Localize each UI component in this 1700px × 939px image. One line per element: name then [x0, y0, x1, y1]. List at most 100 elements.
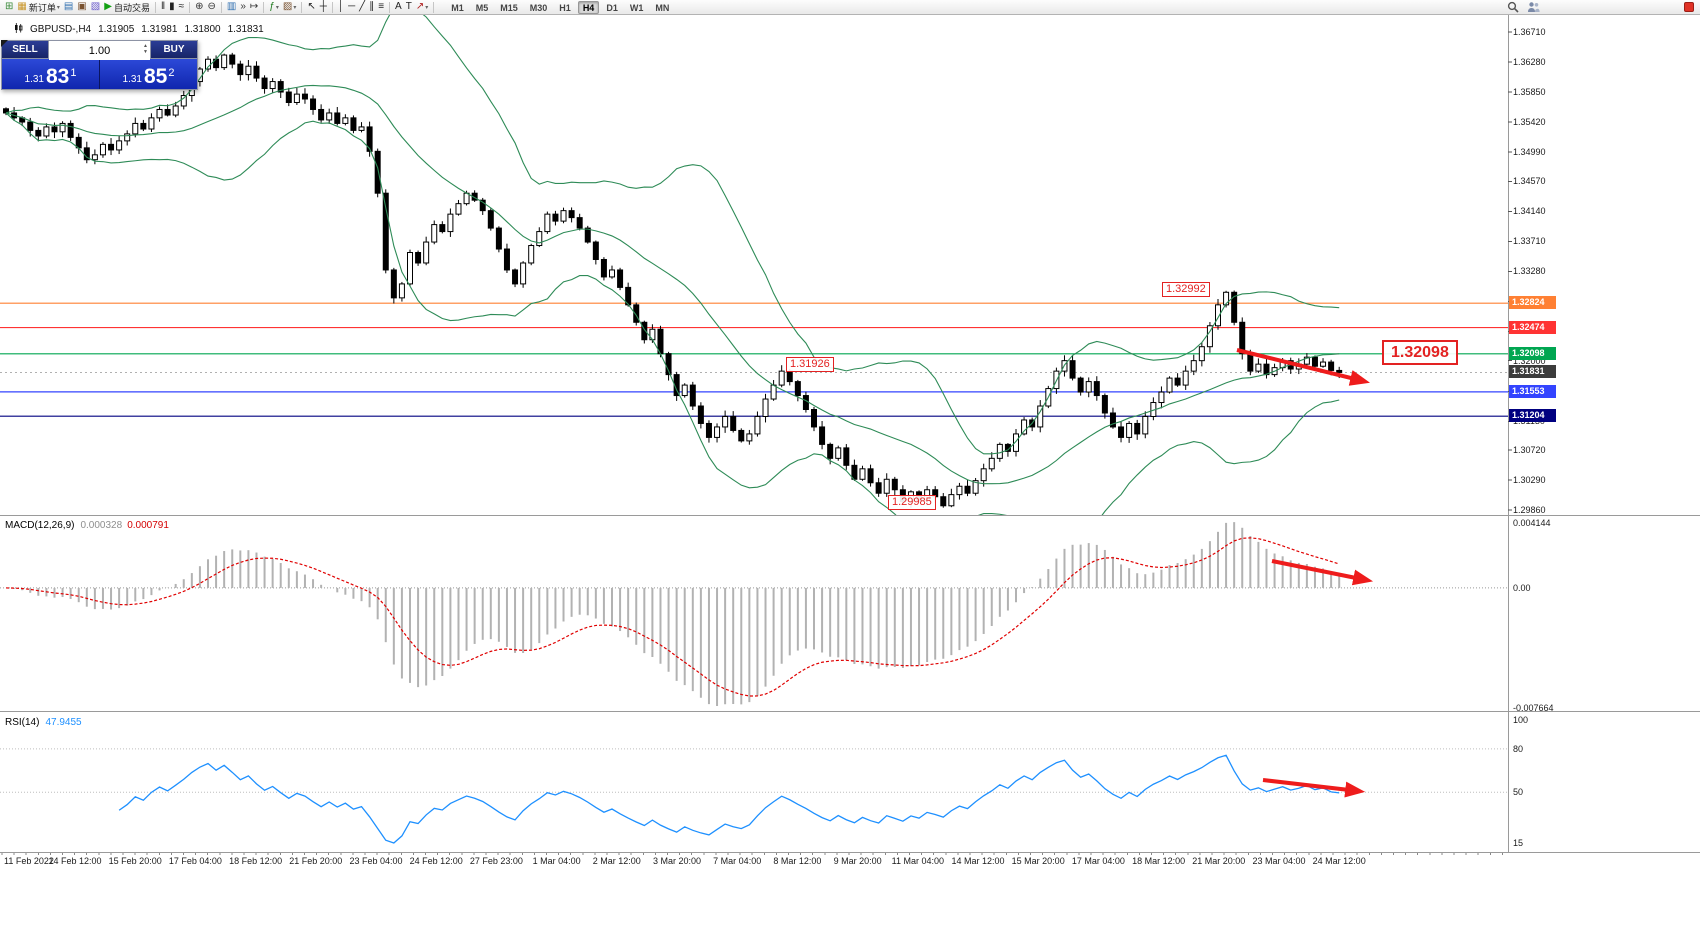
fibonacci-icon-glyph: ≡ [378, 1, 385, 12]
autotrading-glyph: ▶ [104, 1, 112, 12]
macd-histogram [0, 522, 1508, 706]
equidistant-channel-icon[interactable]: ∥ [367, 1, 376, 14]
vertical-line-icon-glyph: │ [337, 1, 345, 12]
text-icon[interactable]: A [393, 1, 404, 14]
bid-big-digits: 83 [45, 65, 70, 88]
new-order-button[interactable]: ▦ 新订单 ▾ [15, 1, 61, 14]
search-icon[interactable] [1507, 1, 1519, 13]
one-click-collapse-icon[interactable] [1, 40, 8, 47]
timeframe-d1-button[interactable]: D1 [606, 2, 618, 13]
macd-main-value: 0.000328 [80, 520, 123, 531]
notifications-icon[interactable] [1684, 2, 1694, 12]
crosshair-icon[interactable]: ┼ [318, 1, 329, 14]
ask-prefix: 1.31 [122, 74, 142, 85]
timeframe-w1-button[interactable]: W1 [629, 2, 644, 13]
sell-button[interactable]: SELL [2, 41, 48, 58]
data-window-icon[interactable]: ▣ [75, 1, 88, 14]
chart-info-line: GBPUSD-,H4 1.31905 1.31981 1.31800 1.318… [14, 23, 264, 36]
chart-profiles-icon[interactable]: ▤ [62, 1, 75, 14]
toolbar-right-group [1507, 1, 1697, 13]
volume-input[interactable] [49, 42, 150, 60]
trendline-icon-glyph: ╱ [359, 1, 366, 12]
toolbar-separator [301, 1, 303, 13]
zoom-out-icon[interactable]: ⊖ [206, 1, 218, 14]
chevron-down-icon: ▾ [56, 4, 60, 11]
tile-windows-icon[interactable]: ▥ [225, 1, 238, 14]
chevron-down-icon: ▾ [293, 4, 297, 11]
candlestick-chart-icon-glyph: ▮ [169, 1, 175, 12]
new-order-button-label: 新订单 [28, 2, 56, 13]
tile-windows-icon-glyph: ▥ [226, 1, 237, 12]
buy-button[interactable]: BUY [151, 41, 197, 58]
rsi-line [0, 748, 1508, 844]
line-chart-icon-glyph: ≈ [178, 1, 185, 12]
timeframe-h1-button[interactable]: H1 [559, 2, 571, 13]
zoom-in-icon[interactable]: ⊕ [193, 1, 205, 14]
timeframe-mn-button[interactable]: MN [655, 2, 670, 13]
trend-arrows [1236, 348, 1374, 798]
horizontal-lines [0, 302, 1508, 417]
cursor-icon[interactable]: ↖ [305, 1, 317, 14]
navigator-icon-glyph: ▧ [90, 1, 101, 12]
chevron-down-icon: ▾ [425, 4, 429, 11]
price-annotation-low[interactable]: 1.29985 [888, 495, 936, 510]
ask-price-button[interactable]: 1.31 85 2 [100, 59, 197, 89]
bid-pip-fraction: 1 [70, 67, 77, 79]
macd-panel-label: MACD(12,26,9) 0.000328 0.000791 [5, 520, 169, 531]
bar-chart-icon-glyph: ‖ [160, 1, 166, 12]
one-click-trading-panel: SELL ▲ ▼ BUY 1.31 83 1 1.31 85 2 [1, 40, 198, 90]
text-icon-glyph: A [395, 1, 402, 12]
navigator-icon[interactable]: ▧ [89, 1, 102, 14]
arrows-tool-icon[interactable]: ↗ ▾ [414, 1, 430, 14]
new-chart-icon-glyph: ⊞ [5, 1, 14, 12]
ohlc-open: 1.31905 [98, 24, 135, 35]
volume-down-icon[interactable]: ▼ [143, 49, 148, 55]
chart-shift-icon[interactable]: ↦ [248, 1, 260, 14]
timeframe-m30-button[interactable]: M30 [529, 2, 548, 13]
ohlc-high: 1.31981 [141, 24, 178, 35]
toolbar-separator [189, 1, 191, 13]
trendline-icon[interactable]: ╱ [357, 1, 367, 14]
new-chart-icon[interactable]: ⊞ [3, 1, 15, 14]
price-annotation-high[interactable]: 1.32992 [1162, 282, 1210, 297]
volume-up-icon[interactable]: ▲ [143, 43, 148, 49]
macd-name: MACD(12,26,9) [5, 520, 75, 531]
fibonacci-icon[interactable]: ≡ [376, 1, 386, 14]
toolbar-separator [154, 1, 156, 13]
zoom-out-icon-glyph: ⊖ [207, 1, 216, 12]
one-click-price-row: 1.31 83 1 1.31 85 2 [2, 59, 197, 89]
indicators-icon[interactable]: ƒ ▾ [267, 1, 281, 14]
ask-big-digits: 85 [143, 65, 168, 88]
community-icon[interactable] [1527, 1, 1540, 13]
bar-chart-icon[interactable]: ‖ [159, 1, 167, 14]
bid-prefix: 1.31 [24, 74, 44, 85]
toolbar-separator [220, 1, 222, 13]
text-label-icon[interactable]: T [404, 1, 414, 14]
templates-icon[interactable]: ▨ ▾ [281, 1, 298, 14]
crosshair-icon-glyph: ┼ [319, 1, 327, 12]
price-annotation-mid[interactable]: 1.31926 [786, 357, 834, 372]
candlestick-chart-icon[interactable]: ▮ [167, 1, 177, 14]
timeframe-m5-button[interactable]: M5 [475, 2, 489, 13]
horizontal-line-icon-glyph: ─ [348, 1, 356, 12]
line-chart-icon[interactable]: ≈ [177, 1, 187, 14]
one-click-top-row: SELL ▲ ▼ BUY [2, 41, 197, 60]
bid-price-button[interactable]: 1.31 83 1 [2, 59, 100, 89]
horizontal-line-icon[interactable]: ─ [346, 1, 357, 14]
rsi-panel-label: RSI(14) 47.9455 [5, 717, 82, 728]
auto-scroll-icon[interactable]: » [238, 1, 248, 14]
timeframe-m15-button[interactable]: M15 [500, 2, 518, 13]
autotrading-button-label: 自动交易 [113, 2, 150, 13]
bollinger-bands [5, 15, 1340, 515]
arrows-tool-icon-glyph: ↗ [415, 1, 425, 12]
support-level-label[interactable]: 1.32098 [1382, 340, 1458, 365]
toolbar-icons: ⊞ ▦ 新订单 ▾ ▤ ▣ ▧ ▶ 自动交易 ‖ ▮ ≈ ⊕ ⊖ ▥» ↦ ƒ ▾ ▨ ▾ ↖ ┼ │ ─ ╱ ∥ ≡ A T ↗ ▾ [3, 1, 437, 14]
vertical-line-icon[interactable]: │ [336, 1, 346, 14]
ohlc-low: 1.31800 [184, 24, 221, 35]
toolbar-separator [263, 1, 265, 13]
timeframe-h4-button[interactable]: H4 [577, 0, 600, 14]
toolbar-separator [433, 1, 435, 13]
autotrading-button[interactable]: ▶ 自动交易 [102, 1, 152, 14]
timeframe-m1-button[interactable]: M1 [451, 2, 464, 13]
